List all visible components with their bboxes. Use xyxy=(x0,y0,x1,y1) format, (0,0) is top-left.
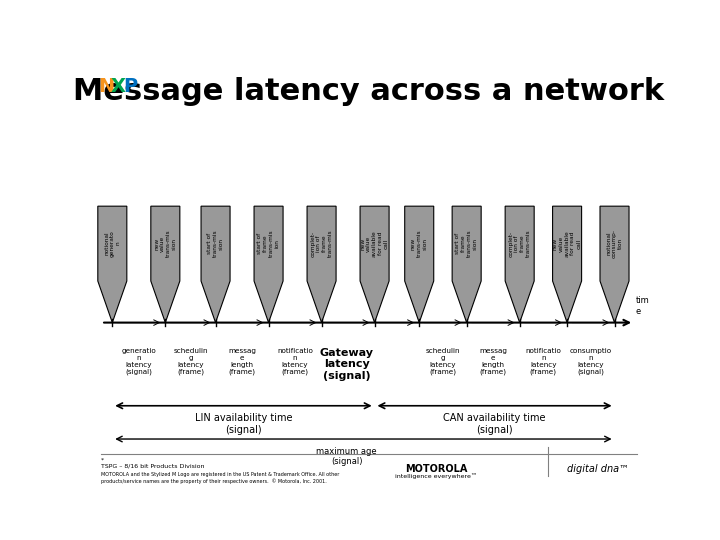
Text: P: P xyxy=(123,77,137,96)
Polygon shape xyxy=(98,206,127,322)
Text: start of
trans-mis
sion: start of trans-mis sion xyxy=(207,230,224,258)
Text: start of
frame
trans-mis
ion: start of frame trans-mis ion xyxy=(257,230,280,258)
Text: tim
e: tim e xyxy=(636,296,649,316)
Text: complet-
ion of
frame
trans-mis: complet- ion of frame trans-mis xyxy=(508,230,531,258)
Text: N: N xyxy=(99,77,114,96)
Polygon shape xyxy=(452,206,481,322)
Text: X: X xyxy=(111,77,126,96)
Text: MOTOROLA: MOTOROLA xyxy=(405,464,467,474)
Text: MOTOROLA and the Stylized M Logo are registered in the US Patent & Trademark Off: MOTOROLA and the Stylized M Logo are reg… xyxy=(101,472,340,484)
Text: Gateway
latency
(signal): Gateway latency (signal) xyxy=(320,348,374,381)
Text: new
value
available
for read
call: new value available for read call xyxy=(553,230,581,257)
Text: digital dna™: digital dna™ xyxy=(567,464,629,474)
Text: LIN availability time
(signal): LIN availability time (signal) xyxy=(194,413,292,435)
Text: notificatio
n
latency
(frame): notificatio n latency (frame) xyxy=(526,348,562,375)
Text: Message latency across a network: Message latency across a network xyxy=(73,77,665,106)
Text: *
TSPG – 8/16 bit Products Division: * TSPG – 8/16 bit Products Division xyxy=(101,458,204,469)
Text: start of
frame
trans-mis
sion: start of frame trans-mis sion xyxy=(456,230,478,258)
Text: CAN availability time
(signal): CAN availability time (signal) xyxy=(444,413,546,435)
Text: new
value
trans-mis
sion: new value trans-mis sion xyxy=(154,230,176,258)
Polygon shape xyxy=(552,206,582,322)
Text: schedulin
g
latency
(frame): schedulin g latency (frame) xyxy=(174,348,207,375)
Polygon shape xyxy=(254,206,283,322)
Text: notional
consump-
tion: notional consump- tion xyxy=(606,229,623,258)
Polygon shape xyxy=(150,206,180,322)
Polygon shape xyxy=(600,206,629,322)
Text: complet-
ion of
frame
trans-mis: complet- ion of frame trans-mis xyxy=(310,230,333,258)
Text: messag
e
length
(frame): messag e length (frame) xyxy=(228,348,256,375)
Text: notional
generato
n: notional generato n xyxy=(104,230,121,257)
Polygon shape xyxy=(360,206,389,322)
Text: new
value
available
for read
call: new value available for read call xyxy=(361,230,389,257)
Text: schedulin
g
latency
(frame): schedulin g latency (frame) xyxy=(426,348,460,375)
Text: messag
e
length
(frame): messag e length (frame) xyxy=(479,348,507,375)
Text: notificatio
n
latency
(frame): notificatio n latency (frame) xyxy=(277,348,313,375)
Polygon shape xyxy=(307,206,336,322)
Polygon shape xyxy=(505,206,534,322)
Text: new
trans-mis
sion: new trans-mis sion xyxy=(411,230,428,258)
Text: intelligence everywhere™: intelligence everywhere™ xyxy=(395,473,477,479)
Polygon shape xyxy=(405,206,433,322)
Text: generatio
n
latency
(signal): generatio n latency (signal) xyxy=(122,348,156,375)
Text: consumptio
n
latency
(signal): consumptio n latency (signal) xyxy=(570,348,612,375)
Polygon shape xyxy=(201,206,230,322)
Text: maximum age
(signal): maximum age (signal) xyxy=(316,447,377,466)
